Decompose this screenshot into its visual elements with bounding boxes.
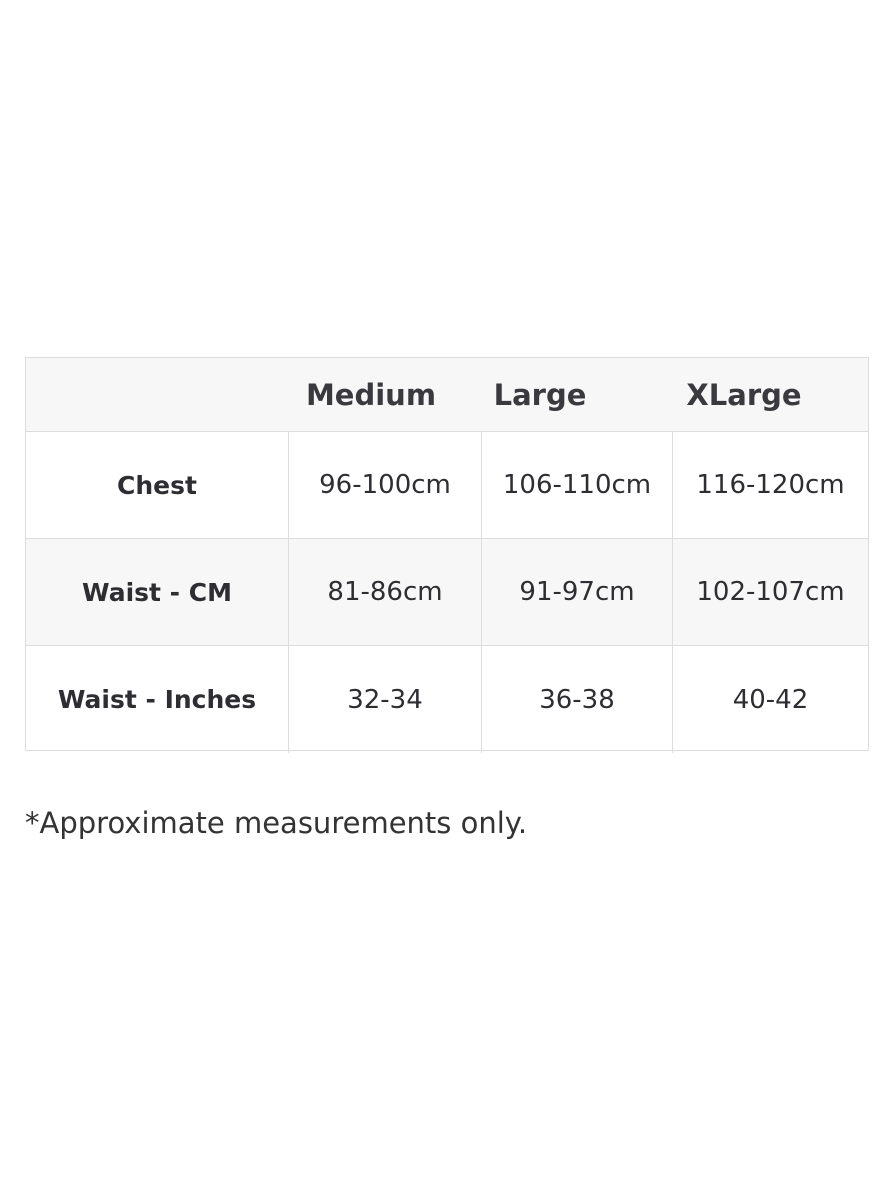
table-cell: 96-100cm <box>289 432 482 538</box>
row-label: Waist - Inches <box>26 646 289 753</box>
table-cell: 40-42 <box>732 684 809 715</box>
row-label: Waist - CM <box>26 539 289 645</box>
table-cell: 91-97cm <box>482 539 673 645</box>
table-cell: 36-38 <box>482 646 673 753</box>
table-cell: 32-34 <box>289 646 482 753</box>
header-medium: Medium <box>305 378 437 412</box>
table-row: Waist - CM 81-86cm 91-97cm 102-107cm <box>26 539 868 646</box>
header-large: Large <box>493 378 587 412</box>
table-cell: 102-107cm <box>696 577 845 607</box>
header-xlarge: XLarge <box>686 378 802 412</box>
table-row: Waist - Inches 32-34 36-38 40-42 <box>26 646 868 753</box>
row-label: Chest <box>26 432 289 538</box>
table-row: Chest 96-100cm 106-110cm 116-120cm <box>26 432 868 539</box>
size-chart-table: Medium Large XLarge Chest 96-100cm 106-1… <box>25 357 869 753</box>
table-cell: 116-120cm <box>696 470 845 500</box>
table-header: Medium Large XLarge <box>26 358 868 432</box>
table-cell: 106-110cm <box>482 432 673 538</box>
table-cell: 81-86cm <box>289 539 482 645</box>
footnote: *Approximate measurements only. <box>25 806 528 840</box>
